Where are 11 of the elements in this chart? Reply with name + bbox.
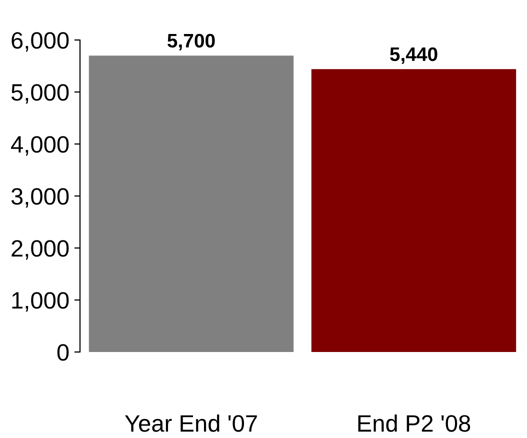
- y-tick-label: 0: [57, 344, 69, 361]
- y-tick-label: 1,000: [12, 292, 69, 312]
- y-tick-label: 5,000: [11, 84, 69, 104]
- data-label: 5,440: [390, 47, 438, 64]
- data-label: 5,700: [168, 34, 215, 50]
- y-tick-label: 6,000: [12, 32, 69, 52]
- x-tick-label: Year End '07: [124, 414, 257, 432]
- x-tick-label: End P2 '08: [358, 414, 470, 432]
- y-tick-label: 4,000: [11, 136, 69, 156]
- y-tick-label: 3,000: [11, 188, 69, 208]
- y-tick-label: 2,000: [12, 240, 69, 260]
